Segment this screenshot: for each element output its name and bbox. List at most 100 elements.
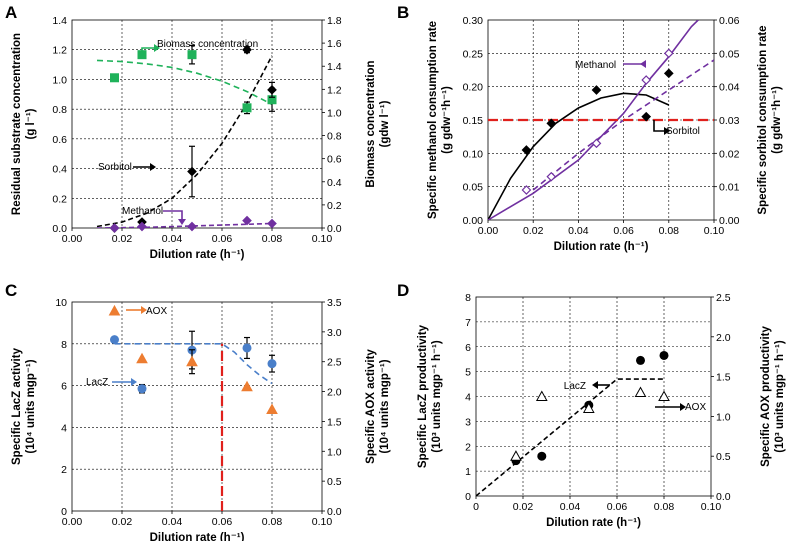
plot-frame <box>71 19 323 229</box>
annotation-label: LacZ <box>564 381 586 392</box>
y-tick-label: 0.30 <box>463 15 484 27</box>
y-tick-label: 1.0 <box>52 74 67 86</box>
y-right-tick-label: 1.0 <box>327 446 342 458</box>
y-right-tick-label: 0.2 <box>327 200 342 212</box>
y-right-tick-label: 2.0 <box>327 387 342 399</box>
y-right-tick-label: 1.0 <box>327 107 342 119</box>
y-axis-label-units: (g gdw⁻¹h⁻¹) <box>441 86 453 154</box>
data-point-lacz <box>636 355 645 365</box>
data-point-sorbitol <box>663 68 674 79</box>
annotation-arrowhead <box>664 127 670 135</box>
annotation-arrowhead <box>131 378 137 386</box>
y-tick-label: 2 <box>61 464 67 476</box>
data-point-aox <box>658 390 670 401</box>
y-tick-label: 1.4 <box>52 15 67 27</box>
data-point-aox <box>186 355 198 367</box>
panel-b: 0.00 0.02 0.04 0.06 0.08 0.100.000.050.100.15… <box>427 15 783 253</box>
y-right-tick-label: 3.0 <box>327 327 342 339</box>
data-point-methanol <box>137 221 147 232</box>
y-right-tick-label: 0.00 <box>719 215 740 227</box>
panel-d: 0 0.02 0.04 0.06 0.08 0.10 0 1 2 3 4 5 6 7 8 0.0 0.5 1.0 1… <box>417 292 786 529</box>
y-tick-label: 3 <box>465 416 471 428</box>
y-right-axis-label: Specific sorbitol consumption rate <box>757 25 769 214</box>
y-tick-label: 2 <box>465 441 471 453</box>
y-right-tick-label: 1.5 <box>327 416 342 428</box>
data-point-sorbitol <box>521 145 532 155</box>
y-tick-label: 5 <box>465 367 471 379</box>
y-right-tick-label: 1.2 <box>327 84 342 96</box>
data-point-methanol <box>242 215 252 226</box>
data-point-methanol <box>267 218 277 229</box>
annotation-arrowhead <box>640 60 646 68</box>
x-tick-label: 0.04 <box>162 516 183 528</box>
data-point-methanol <box>109 223 120 233</box>
data-point-aox <box>136 352 148 364</box>
y-tick-label: 1 <box>465 466 471 478</box>
x-tick-label: 0.06 <box>212 516 233 528</box>
y-tick-label: 4 <box>61 422 67 434</box>
x-tick-label: 0.02 <box>513 501 534 513</box>
y-tick-label: 0.10 <box>463 148 484 160</box>
x-tick-label: 0.06 <box>607 501 628 513</box>
data-point-sorbitol <box>591 85 602 95</box>
data-point-sorbitol <box>641 111 652 122</box>
data-point-biomass-concentration <box>110 73 119 83</box>
data-point-biomass-concentration <box>242 103 252 113</box>
y-right-tick-label: 0.5 <box>327 476 342 488</box>
data-point-sorbitol <box>546 118 557 129</box>
x-tick-label: 0.10 <box>312 233 333 245</box>
y-right-axis-label: Specific AOX productivity <box>760 325 772 466</box>
y-tick-label: 6 <box>465 342 471 354</box>
y-right-tick-label: 0.0 <box>716 491 731 503</box>
y-right-tick-label: 2.5 <box>716 292 731 304</box>
panel-letter-d: D <box>397 281 409 300</box>
data-point-biomass-concentration <box>187 50 197 60</box>
x-tick-label: 0.08 <box>262 516 283 528</box>
y-axis-label: Specific LacZ activity <box>11 347 23 465</box>
y-tick-label: 0.4 <box>52 164 67 176</box>
annotation-label: Methanol <box>575 60 616 71</box>
x-tick-label: 0.10 <box>312 516 333 528</box>
fit-line-methanol-fit <box>96 222 273 228</box>
y-tick-label: 0.00 <box>463 215 484 227</box>
y-tick-label: 6 <box>61 381 67 393</box>
y-tick-label: 0.8 <box>52 104 67 116</box>
annotation-arrowhead <box>141 306 147 314</box>
plot-frame <box>71 301 323 512</box>
annotation-arrow <box>163 210 183 220</box>
y-right-tick-label: 1.6 <box>327 38 342 50</box>
y-tick-label: 0.0 <box>52 223 67 235</box>
y-right-tick-label: 0.8 <box>327 131 342 143</box>
panel-letter-a: A <box>5 3 17 22</box>
data-point-lacz <box>242 343 252 353</box>
y-axis-label: Specific LacZ productivity <box>417 324 429 468</box>
y-right-axis-label-units: (10³ units mgp⁻¹ h⁻¹) <box>774 340 786 453</box>
y-tick-label: 1.2 <box>52 45 67 57</box>
y-right-tick-label: 3.5 <box>327 297 342 309</box>
y-right-tick-label: 1.8 <box>327 15 342 27</box>
x-tick-label: 0.08 <box>262 233 283 245</box>
y-right-tick-label: 0.0 <box>327 223 342 235</box>
x-tick-label: 0.00 <box>478 225 499 237</box>
annotation-arrowhead <box>592 381 598 389</box>
annotation-label: Sorbitol <box>666 126 700 137</box>
data-point-methanol <box>521 185 532 195</box>
annotation-arrowhead <box>150 163 156 171</box>
fit-line-sorbitol-fit <box>96 55 273 228</box>
data-point-sorbitol <box>267 84 277 95</box>
y-right-tick-label: 2.5 <box>327 357 342 369</box>
annotation-arrow <box>653 120 665 132</box>
y-right-tick-label: 0.6 <box>327 154 342 166</box>
annotation-label: AOX <box>685 402 706 413</box>
x-axis-label: Dilution rate (h⁻¹) <box>546 517 641 529</box>
y-tick-label: 0.6 <box>52 134 67 146</box>
plot-frame <box>475 296 712 497</box>
y-tick-label: 0.05 <box>463 182 484 194</box>
data-point-sorbitol <box>242 44 252 55</box>
y-tick-label: 8 <box>61 339 67 351</box>
data-point-lacz <box>110 335 119 345</box>
data-point-aox <box>634 386 647 398</box>
data-point-sorbitol <box>187 166 197 177</box>
x-tick-label: 0.06 <box>212 233 233 245</box>
